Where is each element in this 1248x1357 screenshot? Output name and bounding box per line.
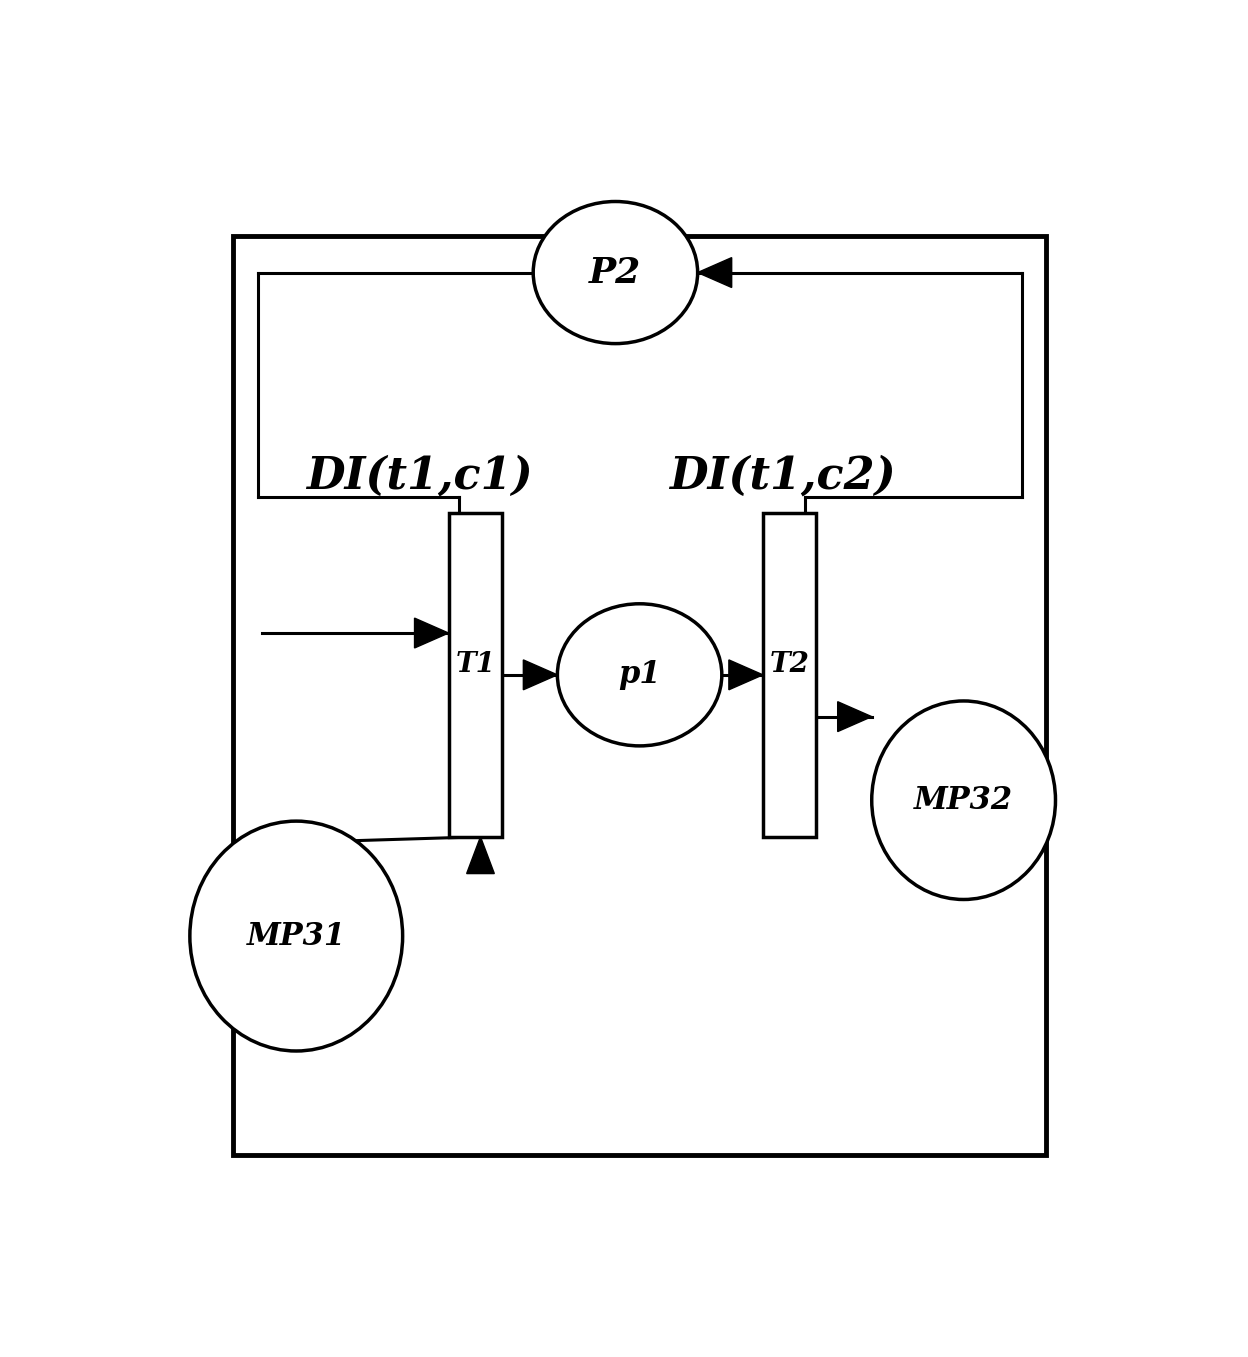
- Circle shape: [190, 821, 403, 1050]
- Text: MP31: MP31: [247, 920, 346, 951]
- Text: P2: P2: [589, 255, 641, 289]
- Bar: [233, 236, 1046, 1156]
- Text: MP32: MP32: [914, 784, 1013, 816]
- Text: DI(t1,c1): DI(t1,c1): [306, 455, 533, 498]
- Polygon shape: [467, 837, 494, 874]
- Text: T2: T2: [770, 651, 810, 678]
- Polygon shape: [698, 258, 731, 288]
- Polygon shape: [837, 702, 871, 731]
- Polygon shape: [729, 660, 763, 689]
- Text: T1: T1: [456, 651, 495, 678]
- Text: DI(t1,c2): DI(t1,c2): [669, 455, 895, 498]
- Ellipse shape: [533, 201, 698, 343]
- Ellipse shape: [558, 604, 721, 746]
- Polygon shape: [523, 660, 558, 689]
- Bar: [448, 513, 502, 837]
- Circle shape: [871, 702, 1056, 900]
- Text: p1: p1: [618, 660, 661, 691]
- Polygon shape: [414, 617, 448, 649]
- Bar: [763, 513, 816, 837]
